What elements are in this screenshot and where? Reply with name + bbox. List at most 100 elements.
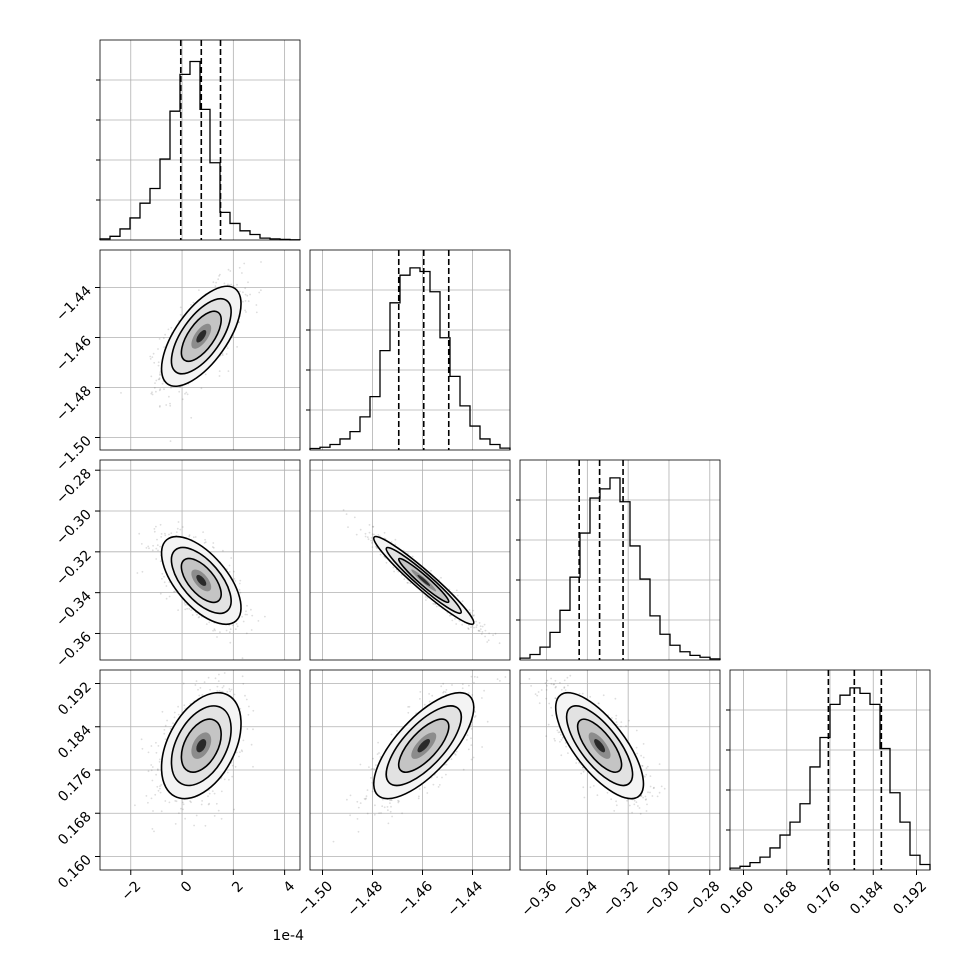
scatter-point bbox=[241, 615, 244, 618]
scatter-point bbox=[161, 577, 163, 580]
scatter-point bbox=[184, 608, 187, 611]
scatter-point bbox=[496, 678, 499, 680]
scatter-point bbox=[246, 613, 248, 616]
scatter-point bbox=[476, 624, 478, 626]
scatter-point bbox=[472, 756, 475, 759]
scatter-point bbox=[356, 818, 359, 820]
scatter-point bbox=[462, 768, 465, 771]
scatter-point bbox=[150, 745, 153, 747]
scatter-point bbox=[189, 800, 192, 803]
scatter-point bbox=[138, 532, 141, 535]
scatter-point bbox=[557, 731, 560, 734]
scatter-point bbox=[470, 758, 473, 761]
scatter-point bbox=[164, 532, 166, 535]
scatter-point bbox=[473, 626, 475, 629]
scatter-point bbox=[359, 763, 362, 766]
scatter-point bbox=[204, 541, 207, 543]
scatter-point bbox=[349, 814, 351, 817]
scatter-point bbox=[155, 547, 158, 550]
scatter-point bbox=[168, 395, 170, 398]
scatter-point bbox=[472, 615, 475, 617]
scatter-point bbox=[407, 706, 409, 708]
scatter-point bbox=[159, 374, 161, 376]
scatter-point bbox=[211, 790, 214, 792]
scatter-point bbox=[170, 326, 173, 329]
scatter-point bbox=[176, 527, 179, 530]
scatter-point bbox=[160, 784, 163, 786]
scatter-point bbox=[477, 629, 480, 632]
scatter-point bbox=[342, 509, 345, 511]
histogram-panel-0 bbox=[96, 39, 301, 241]
scatter-point bbox=[164, 800, 167, 802]
scatter-point bbox=[239, 591, 242, 594]
scatter-point bbox=[372, 757, 374, 760]
scatter-point bbox=[174, 800, 177, 802]
scatter-point bbox=[349, 794, 352, 797]
scatter-point bbox=[642, 756, 645, 759]
scatter-point bbox=[163, 346, 166, 349]
scatter-point bbox=[615, 714, 618, 717]
scatter-point bbox=[157, 789, 160, 792]
scatter-point bbox=[218, 370, 221, 372]
scatter-point bbox=[228, 778, 230, 781]
scatter-point bbox=[554, 697, 557, 700]
scatter-point bbox=[220, 817, 223, 820]
scatter-point bbox=[436, 776, 438, 778]
scatter-point bbox=[387, 809, 389, 812]
scatter-point bbox=[155, 741, 157, 744]
histogram-step bbox=[99, 60, 301, 241]
scatter-point bbox=[390, 799, 393, 801]
scatter-point bbox=[230, 283, 233, 286]
scatter-point bbox=[355, 533, 358, 536]
scatter-point bbox=[365, 797, 367, 800]
scatter-point bbox=[149, 358, 152, 360]
scatter-point bbox=[615, 721, 618, 723]
scatter-point bbox=[195, 814, 198, 817]
scatter-point bbox=[371, 546, 374, 548]
scatter-point bbox=[445, 763, 448, 766]
scatter-point bbox=[370, 768, 373, 770]
scatter-point bbox=[483, 623, 486, 626]
scatter-point bbox=[371, 790, 374, 793]
scatter-point bbox=[364, 535, 367, 538]
scatter-point bbox=[157, 364, 160, 367]
scatter-point bbox=[221, 686, 224, 689]
scatter-point bbox=[475, 626, 478, 628]
scatter-point bbox=[236, 283, 238, 286]
scatter-point bbox=[203, 542, 206, 544]
scatter-point bbox=[236, 346, 239, 348]
scatter-point bbox=[158, 377, 161, 379]
scatter-point bbox=[644, 799, 647, 801]
scatter-point bbox=[219, 273, 221, 276]
scatter-point bbox=[391, 815, 393, 818]
scatter-point bbox=[188, 534, 191, 536]
scatter-point bbox=[432, 602, 435, 605]
scatter-point bbox=[470, 728, 473, 730]
scatter-point bbox=[540, 689, 543, 691]
scatter-point bbox=[150, 769, 153, 772]
scatter-point bbox=[194, 536, 197, 538]
scatter-point bbox=[461, 683, 464, 686]
scatter-point bbox=[233, 578, 236, 580]
scatter-point bbox=[179, 313, 182, 316]
density-contour bbox=[196, 574, 207, 586]
scatter-point bbox=[140, 738, 143, 741]
scatter-point bbox=[636, 752, 639, 755]
histogram-step bbox=[519, 477, 721, 660]
scatter-point bbox=[155, 379, 158, 382]
scatter-point bbox=[184, 817, 187, 820]
scatter-point bbox=[246, 604, 248, 607]
scatter-point bbox=[390, 541, 393, 543]
scatter-point bbox=[481, 697, 483, 699]
scatter-point bbox=[423, 703, 426, 706]
scatter-point bbox=[390, 733, 393, 736]
scatter-point bbox=[419, 691, 422, 693]
scatter-point bbox=[356, 800, 359, 803]
scatter-point bbox=[440, 576, 442, 579]
scatter-point bbox=[249, 293, 252, 296]
scatter-point bbox=[366, 789, 369, 791]
scatter-point bbox=[580, 772, 583, 775]
scatter-point bbox=[255, 311, 258, 314]
scatter-point bbox=[207, 795, 209, 798]
scatter-point bbox=[357, 830, 360, 833]
